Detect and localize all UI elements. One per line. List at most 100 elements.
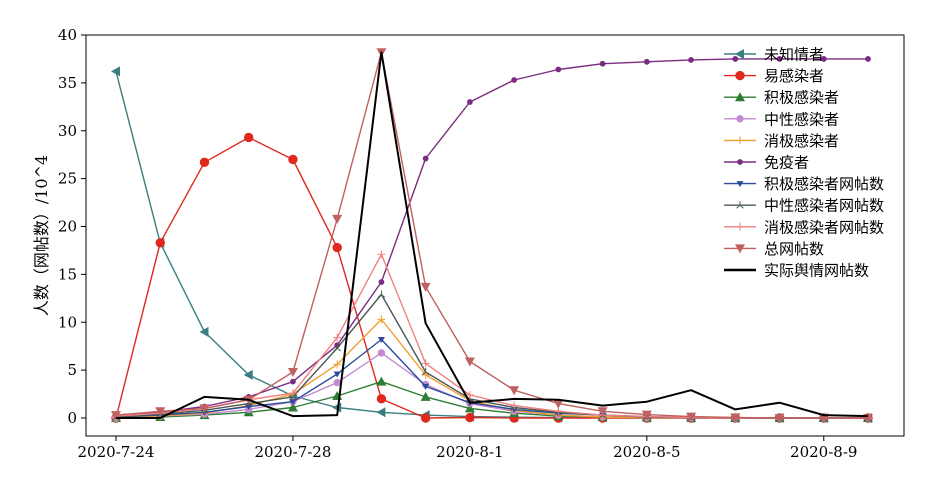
data-point [422,383,430,390]
data-point [774,414,785,423]
y-tick-label: 5 [67,361,77,379]
legend-label: 实际舆情网帖数 [764,262,869,280]
legend-swatch-marker [737,159,743,165]
data-point [464,357,475,367]
series-7 [112,336,872,422]
data-point [155,238,165,248]
data-point [553,399,564,409]
data-point [332,214,343,224]
data-point-c [248,403,253,408]
data-point [199,326,209,337]
data-point [377,250,386,259]
legend-swatch-marker [735,49,744,59]
series-2 [111,132,873,423]
legend-item: 消极感染者网帖数 [724,218,884,236]
data-point-c [381,294,386,298]
series-10 [111,48,873,423]
data-point [289,399,297,406]
data-point-c [425,371,430,376]
series-3 [111,376,873,422]
legend-label: 积极感染者网帖数 [764,175,884,193]
data-point [199,404,210,414]
data-point [376,394,387,404]
data-point-b [244,403,250,408]
data-point-b [377,294,382,298]
y-tick-label: 25 [58,170,77,188]
data-point [378,279,385,285]
series-6 [113,56,871,419]
legend-item: 消极感染者 [724,132,839,150]
data-point [509,386,520,396]
axes: 0 5 10 15 20 25 30 35 40 2020-7-24 2020-7-28 2020-8… [58,26,905,461]
legend-label: 消极感染者 [764,132,839,150]
series-line [116,51,869,419]
data-point [287,402,298,412]
data-point [290,378,296,385]
legend-item: 未知情者 [724,46,824,64]
legend-label: 中性感染者网帖数 [764,197,884,215]
x-tick-label: 2020-8-1 [436,443,503,461]
legend-item: 积极感染者 [724,89,839,107]
x-tick-label: 2020-8-9 [790,443,857,461]
legend-swatch-marker [735,244,745,254]
legend-swatch-marker [736,115,744,123]
series-layer [111,48,873,423]
data-point-b [510,407,515,411]
y-tick-label: 0 [67,409,77,427]
data-point [376,376,387,386]
data-point [599,60,606,67]
y-tick-label: 35 [58,74,77,92]
data-point [555,66,562,73]
data-point [465,412,475,423]
x-tick-label: 2020-7-24 [78,443,155,461]
legend-label: 免疫者 [764,154,809,172]
data-point [420,282,431,292]
series-line [115,71,868,419]
data-point [464,403,475,413]
data-point [776,56,783,62]
data-point [420,413,431,423]
series-line [115,58,868,416]
legend-swatch-marker-c [739,204,744,209]
y-tick-label: 15 [58,265,77,283]
series-1 [111,66,872,423]
legend-label: 易感染者 [764,67,824,85]
legend-item: 中性感染者网帖数 [724,197,884,215]
data-point [244,132,254,143]
series-9 [112,250,872,422]
data-point [421,368,430,376]
data-point [333,333,342,342]
data-point [377,290,386,298]
data-point [333,371,341,378]
data-point [199,157,210,168]
data-point [466,99,473,105]
data-point [465,391,474,400]
data-point [686,412,697,422]
legend-label: 积极感染者 [764,89,839,107]
legend: 未知情者易感染者积极感染者中性感染者消极感染者免疫者积极感染者网帖数中性感染者网… [724,46,884,280]
legend-item: 实际舆情网帖数 [724,262,869,280]
data-point [333,360,342,369]
data-point-b [554,411,559,416]
data-point [688,56,694,63]
data-point [288,389,297,398]
data-point [243,369,253,380]
series-line [115,253,868,419]
legend-swatch-marker [735,70,745,81]
series-line [115,352,868,419]
data-point-b [289,396,294,401]
data-point [820,56,827,62]
y-tick-label: 30 [58,122,77,140]
data-point-c [336,347,342,352]
plot-frame [85,34,905,437]
data-point [332,242,342,253]
data-point-b [421,371,426,376]
legend-item: 易感染者 [724,67,824,85]
data-point [155,407,166,417]
data-point [377,349,386,357]
data-point-c [469,398,474,403]
legend-item: 积极感染者网帖数 [724,175,884,193]
data-point [377,315,386,324]
